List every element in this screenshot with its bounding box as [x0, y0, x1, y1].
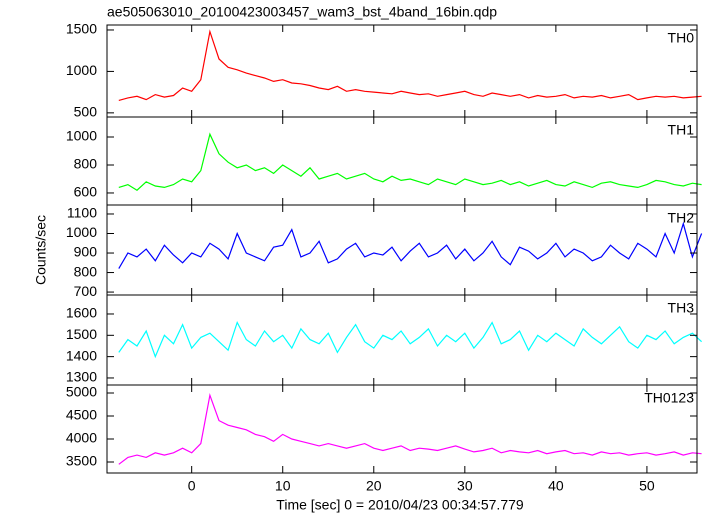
- panel-frame: [106, 116, 698, 206]
- x-tick-label: 10: [275, 478, 291, 494]
- panel-label: TH0: [668, 30, 695, 46]
- x-tick-label: 30: [457, 478, 473, 494]
- x-tick-label: 20: [366, 478, 382, 494]
- y-tick-label: 800: [74, 263, 98, 279]
- y-tick-label: 4500: [66, 407, 97, 423]
- y-tick-label: 1300: [66, 369, 97, 385]
- panel-frame: [106, 294, 698, 386]
- y-tick-label: 1000: [66, 224, 97, 240]
- y-tick-label: 1400: [66, 347, 97, 363]
- y-tick-label: 1500: [66, 21, 97, 37]
- y-tick-label: 1000: [66, 128, 97, 144]
- panel-frame: [106, 24, 698, 118]
- data-line: [118, 221, 703, 269]
- y-tick-label: 900: [74, 244, 98, 260]
- y-tick-label: 1600: [66, 305, 97, 321]
- y-tick-label: 800: [74, 156, 98, 172]
- y-tick-label: 1100: [67, 205, 97, 221]
- y-tick-label: 3500: [66, 453, 97, 469]
- panel-frame: [106, 384, 698, 474]
- y-tick-label: 600: [74, 184, 98, 200]
- panel-frame: [106, 204, 698, 296]
- y-tick-label: 700: [74, 283, 98, 299]
- data-line: [118, 132, 702, 191]
- x-tick-label: 0: [188, 478, 196, 494]
- x-tick-label: 40: [548, 478, 564, 494]
- data-line: [118, 320, 703, 359]
- x-tick-label: 50: [639, 478, 655, 494]
- y-tick-label: 1000: [66, 62, 97, 78]
- y-tick-label: 4000: [66, 430, 97, 446]
- panel-label: TH3: [668, 300, 695, 316]
- panel-label: TH0123: [644, 390, 694, 406]
- y-tick-label: 1500: [66, 326, 97, 342]
- data-line: [118, 393, 702, 465]
- y-tick-label: 500: [74, 104, 98, 120]
- y-tick-label: 5000: [66, 384, 97, 400]
- panel-label: TH2: [668, 210, 695, 226]
- x-axis-label: Time [sec] 0 = 2010/04/23 00:34:57.779: [276, 497, 524, 513]
- data-line: [118, 29, 702, 101]
- panel-label: TH1: [668, 122, 695, 138]
- y-axis-label: Counts/sec: [33, 215, 49, 285]
- chart-title: ae505063010_20100423003457_wam3_bst_4ban…: [107, 4, 497, 20]
